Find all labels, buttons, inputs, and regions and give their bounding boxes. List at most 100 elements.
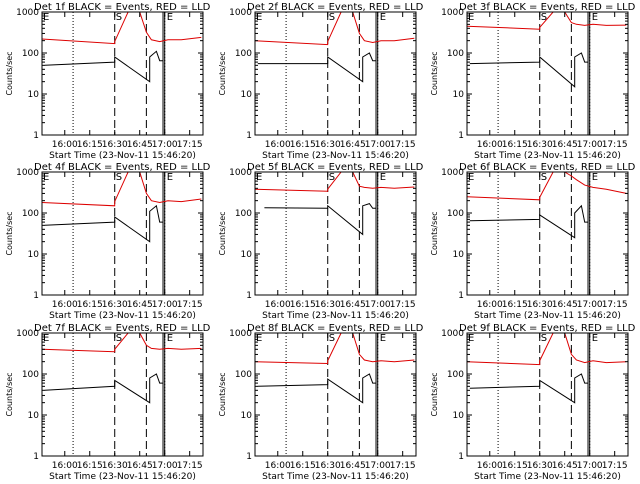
y-tick-label: 1000 xyxy=(229,168,252,178)
y-tick-label: 10 xyxy=(241,250,253,260)
x-tick-label: 17:15 xyxy=(390,300,416,310)
y-tick-label: 1 xyxy=(33,452,39,462)
marker-label-s: S xyxy=(116,12,122,23)
x-tick-label: 16:30 xyxy=(102,461,128,471)
y-tick-label: 1 xyxy=(246,291,252,301)
x-tick-label: 16:45 xyxy=(340,140,366,150)
marker-label-e: E xyxy=(468,333,474,344)
x-tick-label: 16:00 xyxy=(52,300,78,310)
x-tick-label: 17:15 xyxy=(177,140,203,150)
marker-label-e: E xyxy=(256,333,262,344)
marker-label-s: S xyxy=(329,333,335,344)
y-tick-label: 1 xyxy=(458,131,464,141)
x-tick-label: 16:30 xyxy=(315,140,341,150)
marker-label-e: E xyxy=(167,333,173,344)
x-tick-label: 16:45 xyxy=(552,140,578,150)
lld-series-line xyxy=(466,171,627,201)
plot-frame xyxy=(466,11,629,136)
y-tick-label: 100 xyxy=(235,209,252,219)
y-axis-label: Counts/sec xyxy=(5,372,14,416)
marker-label-e: E xyxy=(43,333,49,344)
marker-label-e: E xyxy=(256,172,262,183)
x-tick-label: 16:30 xyxy=(102,300,128,310)
marker-label-s: S xyxy=(116,172,122,183)
y-tick-label: 1000 xyxy=(16,329,39,339)
x-tick-label: 16:00 xyxy=(52,461,78,471)
x-tick-label: 17:15 xyxy=(390,461,416,471)
y-tick-label: 100 xyxy=(447,209,464,219)
panel-title: Det 2f BLACK = Events, RED = LLD xyxy=(247,2,424,13)
lld-series-line xyxy=(254,11,415,46)
lld-series-line xyxy=(254,171,415,192)
y-tick-label: 1 xyxy=(246,131,252,141)
y-tick-label: 1 xyxy=(33,131,39,141)
y-tick-label: 1000 xyxy=(441,8,464,18)
marker-label-e: E xyxy=(167,172,173,183)
marker-label-e: E xyxy=(380,12,386,23)
events-series-line xyxy=(257,373,376,404)
y-tick-label: 1000 xyxy=(441,329,464,339)
y-tick-label: 10 xyxy=(241,90,253,100)
plot-frame xyxy=(41,11,204,136)
x-tick-label: 16:00 xyxy=(477,300,503,310)
x-tick-label: 16:45 xyxy=(340,300,366,310)
marker-label-s: S xyxy=(541,172,547,183)
x-axis-label: Start Time (23-Nov-11 15:46:20) xyxy=(262,151,409,161)
panel-title: Det 6f BLACK = Events, RED = LLD xyxy=(459,162,636,173)
events-series-line xyxy=(469,373,588,404)
marker-label-s: S xyxy=(329,172,335,183)
x-tick-label: 16:30 xyxy=(527,300,553,310)
marker-label-s: S xyxy=(541,333,547,344)
marker-label-e: E xyxy=(592,172,598,183)
marker-label-s: S xyxy=(541,12,547,23)
y-tick-label: 100 xyxy=(447,370,464,380)
y-tick-label: 1000 xyxy=(229,329,252,339)
lld-series-line xyxy=(41,171,202,207)
marker-label-e: E xyxy=(592,12,598,23)
x-axis-label: Start Time (23-Nov-11 15:46:20) xyxy=(49,151,196,161)
x-axis-label: Start Time (23-Nov-11 15:46:20) xyxy=(49,472,196,480)
marker-label-s: S xyxy=(116,333,122,344)
x-tick-label: 17:15 xyxy=(177,461,203,471)
x-tick-label: 17:00 xyxy=(152,140,178,150)
x-tick-label: 16:45 xyxy=(552,461,578,471)
plot-frame xyxy=(41,171,204,296)
lld-series-line xyxy=(41,332,202,353)
x-tick-label: 17:00 xyxy=(577,461,603,471)
x-tick-label: 16:45 xyxy=(127,300,153,310)
marker-label-e: E xyxy=(256,12,262,23)
x-tick-label: 16:00 xyxy=(477,461,503,471)
y-axis-label: Counts/sec xyxy=(5,51,14,95)
lld-series-line xyxy=(254,332,415,365)
y-tick-label: 10 xyxy=(28,411,40,421)
marker-label-e: E xyxy=(43,172,49,183)
x-tick-label: 16:15 xyxy=(77,300,103,310)
y-tick-label: 1 xyxy=(458,291,464,301)
x-tick-label: 16:00 xyxy=(265,461,291,471)
events-series-line xyxy=(44,373,163,404)
y-tick-label: 100 xyxy=(235,370,252,380)
marker-label-e: E xyxy=(167,12,173,23)
x-axis-label: Start Time (23-Nov-11 15:46:20) xyxy=(474,311,621,321)
y-tick-label: 1000 xyxy=(16,168,39,178)
events-series-line xyxy=(44,204,163,243)
y-tick-label: 1000 xyxy=(16,8,39,18)
y-tick-label: 1 xyxy=(458,452,464,462)
x-tick-label: 16:45 xyxy=(340,461,366,471)
panel-title: Det 4f BLACK = Events, RED = LLD xyxy=(34,162,211,173)
x-axis-label: Start Time (23-Nov-11 15:46:20) xyxy=(262,472,409,480)
y-tick-label: 10 xyxy=(453,411,465,421)
x-axis-label: Start Time (23-Nov-11 15:46:20) xyxy=(474,151,621,161)
panel-title: Det 5f BLACK = Events, RED = LLD xyxy=(247,162,424,173)
x-tick-label: 16:45 xyxy=(127,461,153,471)
y-tick-label: 100 xyxy=(447,49,464,59)
x-tick-label: 16:30 xyxy=(315,461,341,471)
x-tick-label: 16:00 xyxy=(265,300,291,310)
marker-label-e: E xyxy=(380,172,386,183)
